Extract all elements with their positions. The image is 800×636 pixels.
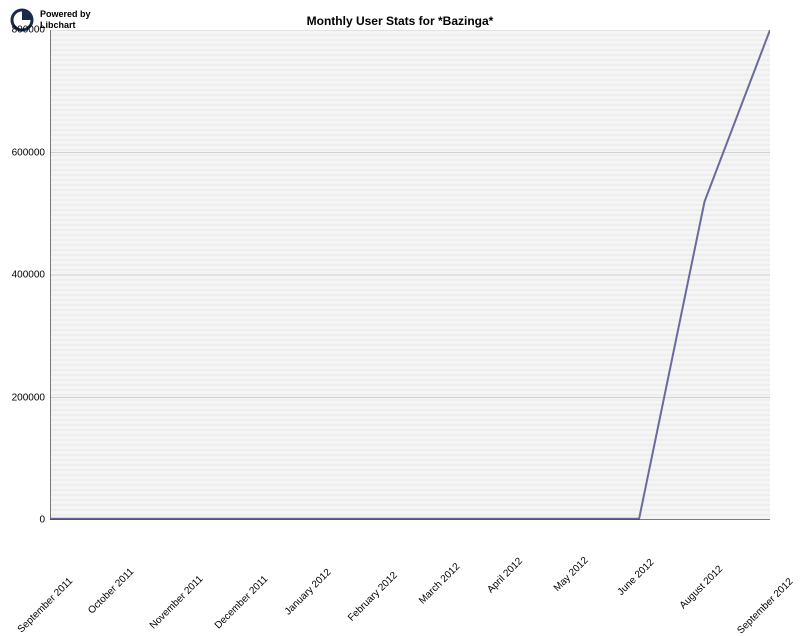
y-tick-label: 200000 (12, 392, 45, 403)
chart-area: 0200000400000600000800000 September 2011… (50, 30, 770, 520)
x-tick-label: September 2011 (16, 576, 76, 636)
x-tick-label: August 2012 (677, 564, 724, 611)
chart-plot (50, 30, 770, 520)
x-tick-label: December 2011 (213, 574, 271, 632)
y-tick-label: 400000 (12, 270, 45, 281)
x-tick-label: January 2012 (283, 567, 334, 618)
y-tick-label: 0 (39, 515, 45, 526)
x-tick-label: June 2012 (616, 557, 657, 598)
y-tick-label: 600000 (12, 147, 45, 158)
y-tick-label: 800000 (12, 25, 45, 36)
x-tick-label: November 2011 (148, 574, 206, 632)
x-tick-label: April 2012 (486, 556, 526, 596)
x-axis-labels: September 2011October 2011November 2011D… (50, 520, 770, 590)
x-tick-label: February 2012 (346, 570, 400, 624)
x-tick-label: September 2012 (735, 576, 795, 636)
x-tick-label: May 2012 (551, 555, 590, 594)
y-axis-labels: 0200000400000600000800000 (5, 30, 45, 520)
chart-title: Monthly User Stats for *Bazinga* (0, 14, 800, 28)
x-tick-label: October 2011 (87, 566, 137, 616)
